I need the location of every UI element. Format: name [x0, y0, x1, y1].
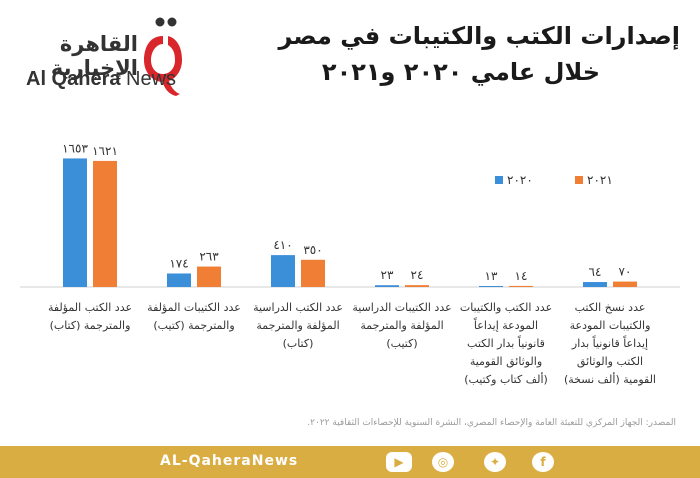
logo-latin-light: News	[126, 68, 177, 90]
category-label-5-1: والمترجمة (كتاب)	[50, 319, 131, 332]
bar-2020-5	[63, 158, 87, 287]
bar-chart: ٦٤ ٧٠ عدد نسخ الكتب والكتيبات المودعة إيداعا…	[20, 141, 680, 386]
category-label-3-1: المؤلفة والمترجمة	[256, 319, 339, 332]
bar-2020-4	[167, 273, 191, 287]
data-label-2020-2: ٢٣	[381, 268, 394, 282]
bar-2020-2	[375, 285, 399, 287]
source-note: المصدر: الجهاز المركزي للتعبئة العامة وا…	[307, 418, 676, 428]
data-label-2020-1: ١٣	[485, 269, 498, 283]
data-label-2021-5: ١٦٢١	[92, 144, 118, 158]
legend-label-1: ٢٠٢٠	[507, 173, 533, 187]
logo-latin-bold: Al Qahera	[26, 68, 121, 90]
category-label-2-0: عدد الكتيبات الدراسية	[352, 301, 451, 314]
legend-swatch-0	[575, 176, 583, 184]
legend-swatch-1	[495, 176, 503, 184]
category-label-0-4: القومية (ألف نسخة)	[564, 372, 656, 386]
footer-brand: AL-QaheraNews	[160, 453, 299, 469]
category-label-4-1: والمترجمة (كتيب)	[153, 319, 234, 332]
page-title: إصدارات الكتب والكتيبات في مصر خلال عامي…	[210, 18, 680, 90]
bar-2021-1	[509, 285, 533, 287]
category-label-5-0: عدد الكتب المؤلفة	[48, 301, 132, 314]
logo-arabic-text: القاهرة الإخبارية	[50, 32, 138, 80]
data-label-2021-3: ٣٥٠	[303, 243, 322, 257]
category-label-2-2: (كتيب)	[386, 337, 417, 350]
title-line-2: خلال عامي ٢٠٢٠ و٢٠٢١	[321, 58, 600, 86]
category-label-1-3: والوثائق القومية	[470, 355, 542, 369]
youtube-icon[interactable]: ▶	[386, 452, 412, 472]
category-label-1-4: (ألف كتاب وكتيب)	[464, 372, 548, 386]
data-label-2020-4: ١٧٤	[169, 256, 188, 270]
data-label-2020-5: ١٦٥٣	[62, 141, 88, 155]
bar-2021-3	[301, 259, 325, 287]
data-label-2021-2: ٢٤	[411, 268, 424, 282]
bar-2020-0	[583, 282, 607, 287]
category-label-4-0: عدد الكتيبات المؤلفة	[147, 301, 241, 314]
bar-2021-4	[197, 266, 221, 287]
category-label-2-1: المؤلفة والمترجمة	[360, 319, 443, 332]
facebook-icon[interactable]: f	[532, 452, 554, 472]
category-label-0-3: الكتب والوثائق	[577, 355, 643, 369]
data-label-2020-3: ٤١٠	[273, 238, 292, 252]
bar-2020-1	[479, 285, 503, 287]
bar-2021-5	[93, 160, 117, 287]
title-line-1: إصدارات الكتب والكتيبات في مصر	[278, 22, 680, 50]
data-label-2020-0: ٦٤	[589, 265, 602, 279]
category-label-3-2: (كتاب)	[283, 337, 314, 350]
twitter-icon[interactable]: ✦	[484, 452, 506, 472]
logo: القاهرة الإخبارية Al Qahera News	[20, 8, 182, 100]
category-label-1-1: المودعة إيداعاً	[474, 317, 538, 332]
logo-mark-icon	[144, 17, 182, 96]
legend-label-0: ٢٠٢١	[587, 173, 613, 187]
category-label-0-2: إيداعاً قانونياً بدار	[571, 335, 648, 350]
logo-latin-text: Al Qahera News	[26, 68, 176, 91]
data-label-2021-0: ٧٠	[619, 265, 632, 279]
bar-2021-0	[613, 281, 637, 287]
footer-bar: AL-QaheraNews ▶ ◎ ✦ f	[0, 446, 700, 478]
bar-2020-3	[271, 255, 295, 287]
instagram-icon[interactable]: ◎	[432, 452, 454, 472]
category-label-0-0: عدد نسخ الكتب	[575, 301, 646, 314]
category-label-0-1: والكتيبات المودعة	[570, 319, 651, 332]
category-label-3-0: عدد الكتب الدراسية	[253, 301, 343, 314]
data-label-2021-1: ١٤	[515, 269, 528, 283]
category-label-1-0: عدد الكتب والكتيبات	[460, 301, 552, 314]
bar-2021-2	[405, 285, 429, 287]
category-label-1-2: قانونياً بدار الكتب	[467, 335, 545, 350]
data-label-2021-4: ٢٦٣	[199, 250, 219, 264]
